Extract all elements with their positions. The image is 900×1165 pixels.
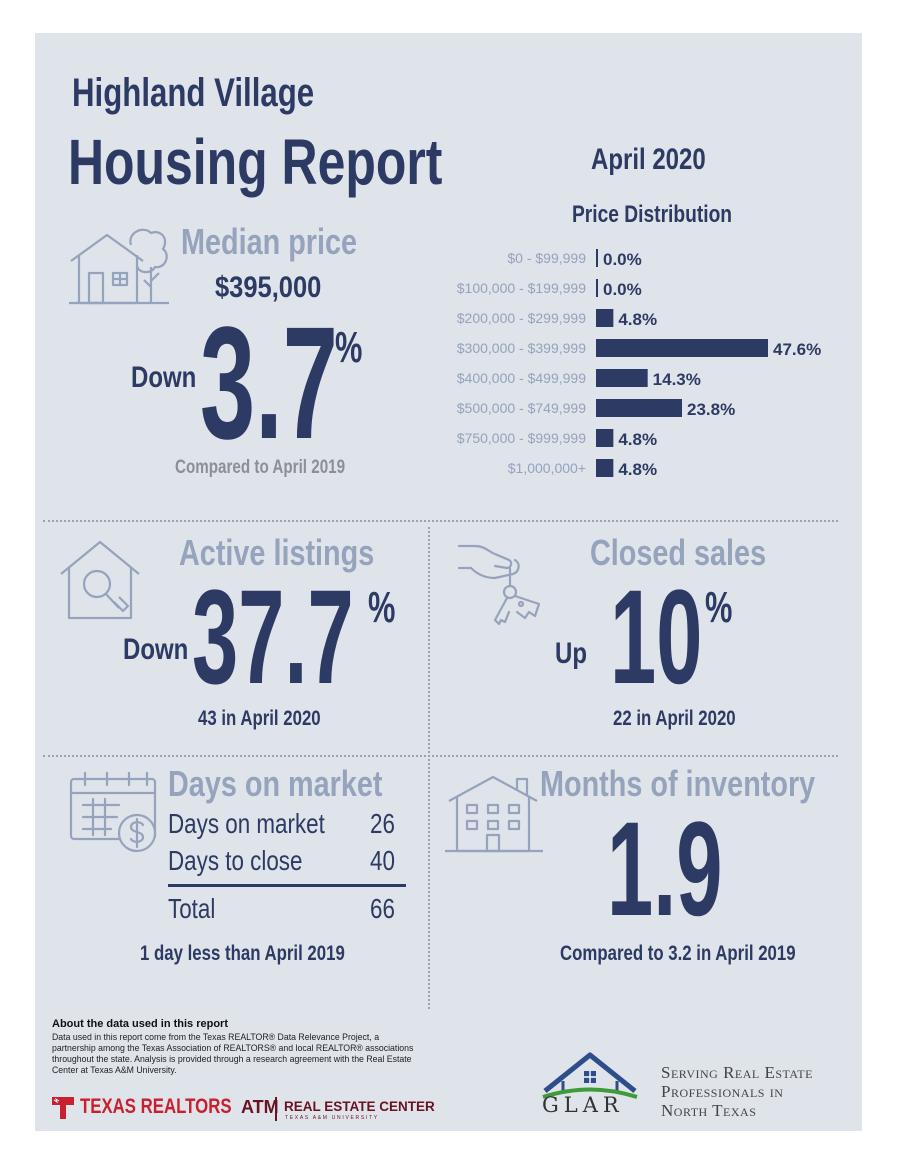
rec-sub: TEXAS A&M UNIVERSITY — [285, 1115, 379, 1121]
bar — [596, 309, 614, 327]
price-distribution-chart: $0 - $99,999 0.0% $100,000 - $199,999 0.0% $… — [457, 249, 821, 479]
divider — [43, 520, 838, 522]
median-heading: Median price — [181, 221, 358, 262]
median-percent-sign: % — [335, 323, 363, 372]
moi-value: 1.9 — [607, 795, 723, 944]
dom-total-value: 66 — [370, 893, 395, 924]
report-sheet: Highland Village Housing Report April 20… — [35, 33, 862, 1131]
bar-value-label: 0.0% — [603, 280, 642, 299]
bar-value-label: 4.8% — [618, 310, 657, 329]
closed-heading: Closed sales — [590, 532, 767, 573]
house-magnifier-icon — [60, 540, 140, 620]
active-note: 43 in April 2020 — [198, 707, 321, 730]
median-value: $395,000 — [215, 271, 322, 304]
bar-category-label: $100,000 - $199,999 — [457, 280, 586, 296]
about-title: About the data used in this report — [52, 1018, 229, 1030]
texas-realtors-logo: TEXAS REALTORS — [80, 1095, 232, 1118]
slogan-line: Professionals in — [661, 1082, 784, 1101]
bar-category-label: $0 - $99,999 — [507, 250, 586, 266]
dom-row-value: 40 — [370, 845, 395, 876]
bar-value-label: 4.8% — [618, 460, 657, 479]
divider — [43, 755, 838, 757]
moi-note: Compared to 3.2 in April 2019 — [560, 942, 796, 965]
moi-heading: Months of inventory — [540, 763, 816, 804]
closed-direction: Up — [555, 637, 587, 670]
tam-logo: ATM — [241, 1097, 279, 1117]
building-icon — [445, 775, 543, 853]
glar-house-logo-icon — [542, 1052, 638, 1099]
dom-row-value: 26 — [370, 808, 395, 839]
bar — [596, 399, 682, 417]
bar-value-label: 0.0% — [603, 250, 642, 269]
closed-change: 10 — [610, 563, 703, 712]
active-change: 37.7 — [192, 563, 354, 712]
bar — [596, 369, 648, 387]
city-title: Highland Village — [72, 71, 315, 115]
rec-logo: REAL ESTATE CENTER — [284, 1099, 435, 1114]
bar — [596, 459, 614, 477]
active-heading: Active listings — [179, 532, 375, 573]
divider — [428, 527, 430, 1009]
bar-category-label: $1,000,000+ — [508, 460, 586, 476]
bar-value-label: 23.8% — [687, 400, 735, 419]
bar-category-label: $400,000 - $499,999 — [457, 370, 586, 386]
texas-realtors-logo-icon — [52, 1097, 74, 1119]
bar — [596, 279, 598, 297]
page-title: Housing Report — [68, 126, 443, 198]
closed-note: 22 in April 2020 — [613, 707, 736, 730]
slogan-line: Serving Real Estate — [661, 1063, 813, 1082]
dom-row-label: Days on market — [168, 808, 325, 839]
total-rule — [168, 884, 406, 887]
dom-total-label: Total — [168, 893, 216, 924]
glar-slogan: Serving Real Estate Professionals in Nor… — [661, 1063, 813, 1120]
about-body: Data used in this report come from the T… — [52, 1032, 414, 1076]
median-direction: Down — [131, 361, 197, 394]
hand-keys-icon — [457, 544, 541, 626]
logo-divider — [275, 1097, 277, 1121]
bar-category-label: $500,000 - $749,999 — [457, 400, 586, 416]
chart-title: Price Distribution — [572, 201, 733, 228]
median-change: 3.7 — [200, 293, 338, 472]
bar-category-label: $300,000 - $399,999 — [457, 340, 586, 356]
calendar-dollar-icon — [69, 771, 157, 853]
bar-value-label: 47.6% — [773, 340, 821, 359]
bar — [596, 339, 768, 357]
dom-row-label: Days to close — [168, 845, 303, 876]
bar-category-label: $200,000 - $299,999 — [457, 310, 586, 326]
bar-value-label: 14.3% — [653, 370, 701, 389]
closed-percent-sign: % — [705, 583, 733, 632]
bar — [596, 249, 598, 267]
median-note: Compared to April 2019 — [175, 457, 346, 478]
bar — [596, 429, 614, 447]
glar-logo-text: GLAR — [542, 1093, 624, 1117]
dom-heading: Days on market — [168, 763, 383, 804]
slogan-line: North Texas — [661, 1101, 757, 1120]
dom-note: 1 day less than April 2019 — [140, 942, 345, 965]
bar-value-label: 4.8% — [618, 430, 657, 449]
report-date: April 2020 — [591, 143, 706, 176]
active-direction: Down — [123, 633, 189, 666]
bar-category-label: $750,000 - $999,999 — [457, 430, 586, 446]
house-tree-icon — [69, 228, 169, 305]
active-percent-sign: % — [368, 583, 396, 632]
